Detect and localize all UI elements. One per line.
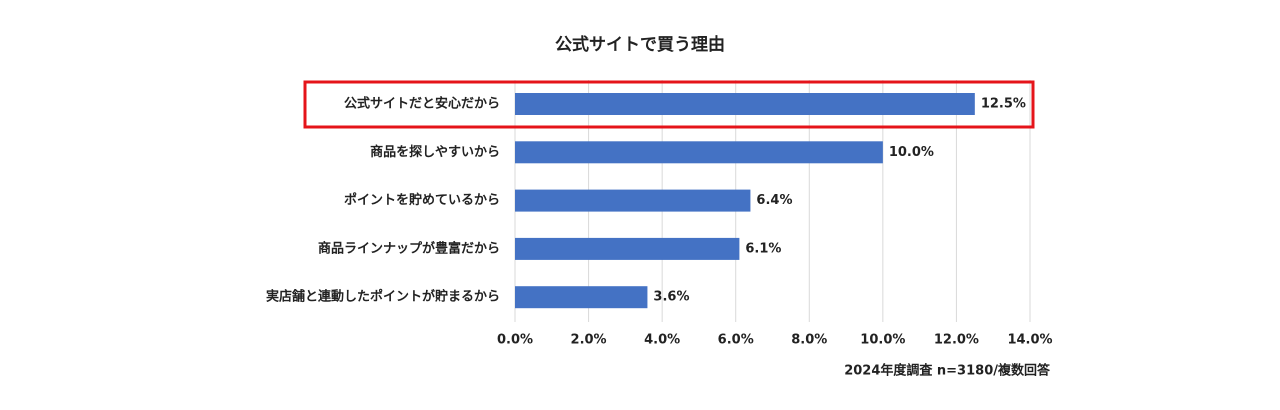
bar xyxy=(515,237,740,260)
bar xyxy=(515,189,751,212)
x-tick-label: 4.0% xyxy=(644,333,680,348)
x-tick-label: 14.0% xyxy=(1007,333,1052,348)
x-tick-label: 10.0% xyxy=(860,333,905,348)
category-label: 公式サイトだと安心だから xyxy=(344,96,500,112)
bar xyxy=(515,141,883,164)
data-label: 6.4% xyxy=(756,193,792,208)
x-tick-label: 2.0% xyxy=(571,333,607,348)
data-label: 6.1% xyxy=(745,241,781,256)
x-tick-label: 6.0% xyxy=(718,333,754,348)
bar xyxy=(515,93,975,115)
x-tick-label: 12.0% xyxy=(934,333,979,348)
x-tick-label: 0.0% xyxy=(497,333,533,348)
footnote: 2024年度調査 n=3180/複数回答 xyxy=(844,363,1051,379)
bar xyxy=(515,286,648,309)
category-label: 商品ラインナップが豊富だから xyxy=(318,240,500,256)
chart-title: 公式サイトで買う理由 xyxy=(555,34,725,55)
category-label: ポイントを貯めているから xyxy=(344,192,500,208)
data-label: 12.5% xyxy=(981,97,1026,112)
x-tick-label: 8.0% xyxy=(791,333,827,348)
category-label: 実店舗と連動したポイントが貯まるから xyxy=(266,289,500,305)
data-label: 10.0% xyxy=(889,145,934,160)
category-label: 商品を探しやすいから xyxy=(370,144,500,160)
data-label: 3.6% xyxy=(653,290,689,305)
highlight-box xyxy=(303,80,1035,129)
